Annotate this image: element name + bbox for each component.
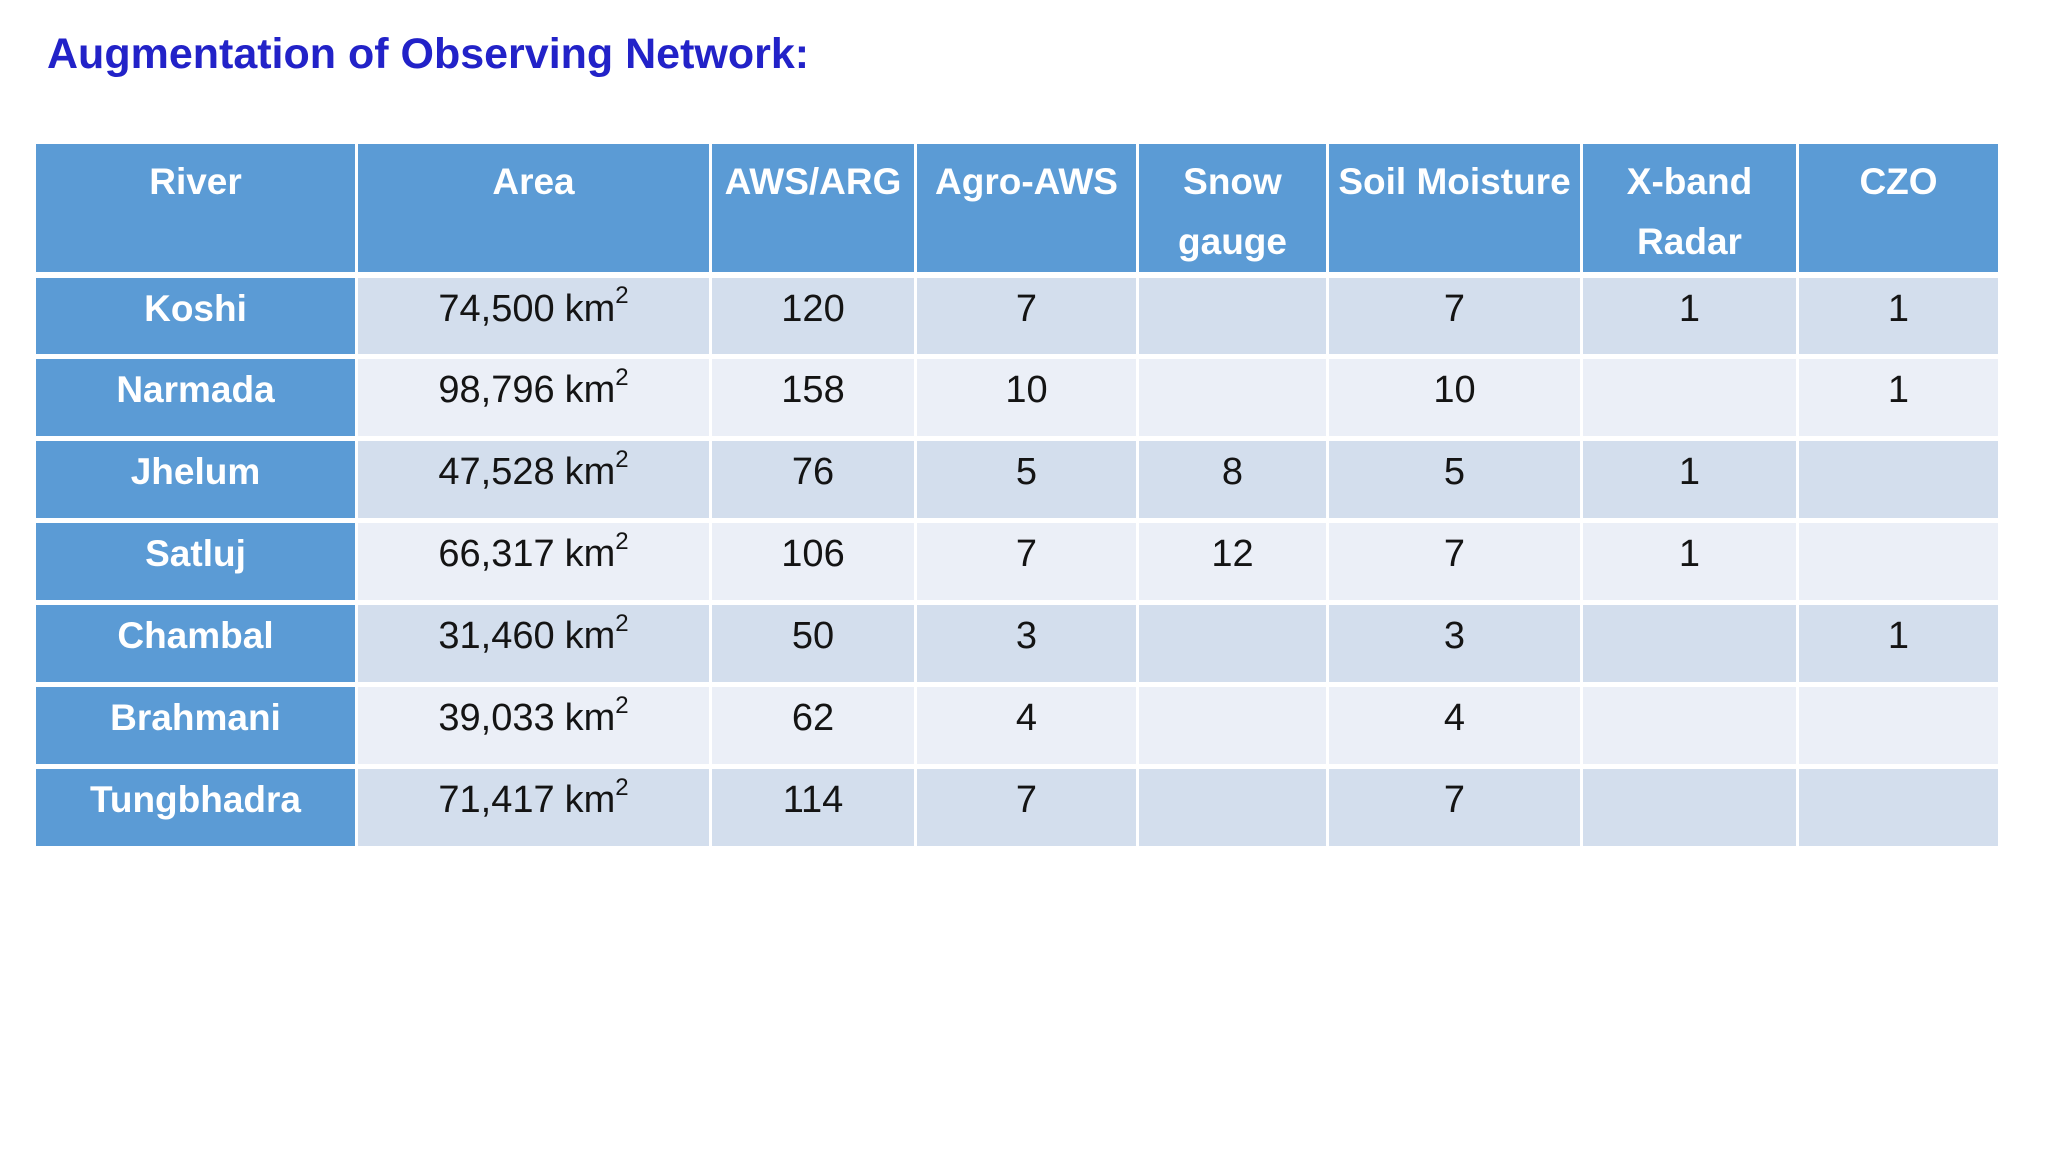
column-header-area: Area xyxy=(355,140,712,278)
column-header-aws-arg: AWS/ARG xyxy=(709,140,917,278)
area-value: 47,528 xyxy=(438,451,555,494)
area-value: 31,460 xyxy=(438,615,555,658)
xband-radar-cell: 1 xyxy=(1580,518,1799,606)
agro-aws-cell: 5 xyxy=(914,436,1139,524)
area-cell: 66,317 km2 xyxy=(355,518,712,606)
snow-gauge-cell xyxy=(1136,682,1329,770)
aws-arg-cell: 106 xyxy=(709,518,917,606)
table-row-jhelum: Jhelum 47,528 km2 76 5 8 5 1 xyxy=(33,436,2001,524)
agro-aws-cell: 3 xyxy=(914,600,1139,688)
area-cell: 47,528 km2 xyxy=(355,436,712,524)
column-header-soil-moisture: Soil Moisture xyxy=(1326,140,1583,278)
area-unit: km xyxy=(564,287,616,330)
xband-radar-cell xyxy=(1580,682,1799,770)
river-name-cell: Satluj xyxy=(33,518,358,606)
column-header-snow-gauge: Snow gauge xyxy=(1136,140,1329,278)
area-exponent: 2 xyxy=(615,527,629,555)
area-unit: km xyxy=(564,369,616,412)
column-header-xband-radar: X-band Radar xyxy=(1580,140,1799,278)
table-row-koshi: Koshi 74,500 km2 120 7 7 1 1 xyxy=(33,272,2001,360)
snow-gauge-cell: 8 xyxy=(1136,436,1329,524)
agro-aws-cell: 7 xyxy=(914,764,1139,852)
xband-radar-cell: 1 xyxy=(1580,436,1799,524)
soil-moisture-cell: 10 xyxy=(1326,354,1583,442)
czo-cell xyxy=(1796,682,2001,770)
area-value: 74,500 xyxy=(438,287,555,330)
area-exponent: 2 xyxy=(615,282,629,310)
czo-cell: 1 xyxy=(1796,600,2001,688)
aws-arg-cell: 62 xyxy=(709,682,917,770)
agro-aws-cell: 7 xyxy=(914,272,1139,360)
czo-cell: 1 xyxy=(1796,354,2001,442)
snow-gauge-cell xyxy=(1136,764,1329,852)
header-row: River Area AWS/ARG Agro-AWS Snow gauge S… xyxy=(33,140,2001,278)
area-unit: km xyxy=(564,697,616,740)
soil-moisture-cell: 5 xyxy=(1326,436,1583,524)
table-header: River Area AWS/ARG Agro-AWS Snow gauge S… xyxy=(33,140,2001,278)
snow-gauge-cell xyxy=(1136,600,1329,688)
column-header-czo: CZO xyxy=(1796,140,2001,278)
aws-arg-cell: 158 xyxy=(709,354,917,442)
table-row-narmada: Narmada 98,796 km2 158 10 10 1 xyxy=(33,354,2001,442)
xband-radar-cell xyxy=(1580,764,1799,852)
area-cell: 39,033 km2 xyxy=(355,682,712,770)
area-cell: 74,500 km2 xyxy=(355,272,712,360)
area-cell: 71,417 km2 xyxy=(355,764,712,852)
area-exponent: 2 xyxy=(615,363,629,391)
area-unit: km xyxy=(564,779,616,822)
snow-gauge-cell: 12 xyxy=(1136,518,1329,606)
area-value: 39,033 xyxy=(438,697,555,740)
area-exponent: 2 xyxy=(615,609,629,637)
table-row-tungbhadra: Tungbhadra 71,417 km2 114 7 7 xyxy=(33,764,2001,852)
table-row-chambal: Chambal 31,460 km2 50 3 3 1 xyxy=(33,600,2001,688)
aws-arg-cell: 76 xyxy=(709,436,917,524)
area-exponent: 2 xyxy=(615,773,629,801)
area-unit: km xyxy=(564,615,616,658)
column-header-river: River xyxy=(33,140,358,278)
snow-gauge-cell xyxy=(1136,272,1329,360)
aws-arg-cell: 120 xyxy=(709,272,917,360)
agro-aws-cell: 10 xyxy=(914,354,1139,442)
area-exponent: 2 xyxy=(615,691,629,719)
czo-cell xyxy=(1796,764,2001,852)
river-name-cell: Jhelum xyxy=(33,436,358,524)
soil-moisture-cell: 7 xyxy=(1326,518,1583,606)
area-cell: 31,460 km2 xyxy=(355,600,712,688)
area-value: 66,317 xyxy=(438,533,555,576)
river-name-cell: Narmada xyxy=(33,354,358,442)
xband-radar-cell xyxy=(1580,354,1799,442)
area-unit: km xyxy=(564,451,616,494)
table-row-brahmani: Brahmani 39,033 km2 62 4 4 xyxy=(33,682,2001,770)
snow-gauge-cell xyxy=(1136,354,1329,442)
xband-radar-cell: 1 xyxy=(1580,272,1799,360)
table-body: Koshi 74,500 km2 120 7 7 1 1 Narmada 98,7… xyxy=(33,272,2001,852)
agro-aws-cell: 7 xyxy=(914,518,1139,606)
area-value: 71,417 xyxy=(438,779,555,822)
river-name-cell: Koshi xyxy=(33,272,358,360)
river-name-cell: Brahmani xyxy=(33,682,358,770)
area-cell: 98,796 km2 xyxy=(355,354,712,442)
area-value: 98,796 xyxy=(438,369,555,412)
soil-moisture-cell: 4 xyxy=(1326,682,1583,770)
river-name-cell: Tungbhadra xyxy=(33,764,358,852)
table-row-satluj: Satluj 66,317 km2 106 7 12 7 1 xyxy=(33,518,2001,606)
area-exponent: 2 xyxy=(615,445,629,473)
aws-arg-cell: 114 xyxy=(709,764,917,852)
soil-moisture-cell: 7 xyxy=(1326,764,1583,852)
river-name-cell: Chambal xyxy=(33,600,358,688)
soil-moisture-cell: 7 xyxy=(1326,272,1583,360)
czo-cell: 1 xyxy=(1796,272,2001,360)
aws-arg-cell: 50 xyxy=(709,600,917,688)
xband-radar-cell xyxy=(1580,600,1799,688)
page-title: Augmentation of Observing Network: xyxy=(47,30,810,78)
column-header-agro-aws: Agro-AWS xyxy=(914,140,1139,278)
observing-network-table: River Area AWS/ARG Agro-AWS Snow gauge S… xyxy=(33,140,2001,852)
czo-cell xyxy=(1796,436,2001,524)
soil-moisture-cell: 3 xyxy=(1326,600,1583,688)
czo-cell xyxy=(1796,518,2001,606)
agro-aws-cell: 4 xyxy=(914,682,1139,770)
area-unit: km xyxy=(564,533,616,576)
